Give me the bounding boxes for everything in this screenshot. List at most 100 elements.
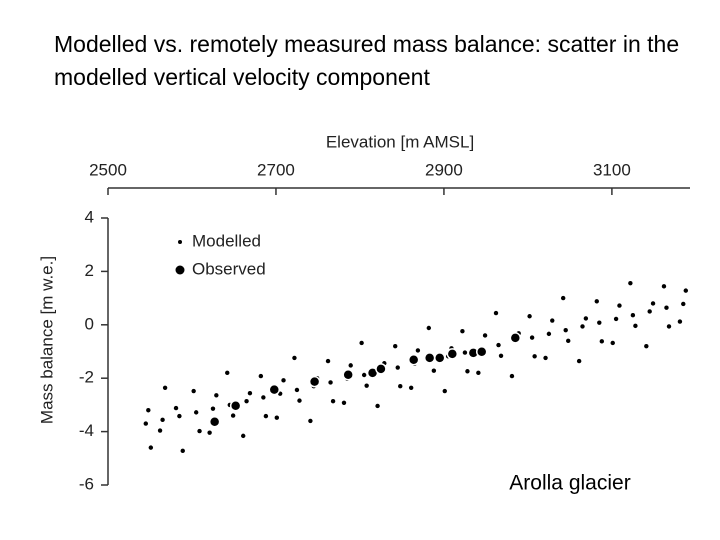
x-axis-title: Elevation [m AMSL] [326,132,474,151]
modelled-point [482,333,488,338]
modelled-point [330,398,336,404]
modelled-point [496,342,501,348]
modelled-point [263,413,269,419]
modelled-point [532,354,537,359]
modelled-point [644,343,649,349]
y-tick-label: 2 [85,261,94,280]
modelled-point [294,387,300,393]
modelled-point [546,331,552,337]
observed-point [509,332,522,344]
observed-point [229,399,242,412]
observed-point [446,348,459,360]
modelled-point [597,320,602,325]
modelled-point [408,385,414,391]
modelled-point [398,384,403,389]
x-tick-label: 2700 [257,160,295,179]
modelled-point [230,413,236,418]
modelled-point [375,403,380,409]
modelled-point [281,378,286,383]
modelled-point [664,305,669,310]
modelled-point [460,329,465,334]
modelled-point [328,380,333,385]
y-tick-label: -2 [79,368,94,387]
modelled-point [361,372,367,378]
modelled-point [527,314,532,319]
modelled-point [630,312,636,318]
legend-label: Observed [192,259,266,278]
modelled-point [563,327,568,333]
modelled-point [681,301,686,307]
observed-point [375,363,387,375]
modelled-point [617,303,622,308]
modelled-point [462,350,468,355]
modelled-point [162,385,168,391]
modelled-point [157,428,163,433]
modelled-point [177,413,182,419]
modelled-point [197,428,202,434]
modelled-point [210,406,216,411]
observed-point [407,354,420,366]
y-tick-label: 4 [85,207,94,226]
modelled-point [583,316,589,321]
modelled-point [180,448,185,454]
modelled-point [628,280,633,286]
modelled-point [173,405,179,411]
modelled-point [261,395,266,400]
observed-point [308,375,321,388]
modelled-point [308,418,313,424]
modelled-point [297,398,302,403]
modelled-point [498,353,504,358]
y-axis-title: Mass balance [m w.e.] [37,256,56,424]
modelled-point [677,319,683,324]
modelled-point [493,310,499,316]
modelled-point [560,295,566,301]
modelled-point [509,373,515,379]
annotation: Arolla glacier [509,472,630,495]
modelled-point [613,316,619,322]
modelled-point [395,365,400,370]
modelled-point [566,338,571,344]
modelled-point [610,340,615,346]
modelled-point [241,433,246,439]
modelled-point [683,288,689,293]
modelled-point [244,398,249,404]
x-tick-label: 3100 [593,160,631,179]
modelled-point [550,318,555,323]
modelled-point [633,323,638,329]
y-tick-label: -6 [79,474,94,493]
slide-title: Modelled vs. remotely measured mass bala… [54,31,680,90]
legend-marker [178,240,182,244]
modelled-point [594,299,599,304]
modelled-point [431,368,437,373]
modelled-point [393,343,398,349]
y-tick-label: -4 [79,421,94,440]
modelled-point [207,430,212,435]
modelled-point [160,417,165,423]
modelled-point [364,383,369,388]
modelled-point [191,388,196,394]
modelled-point [415,348,421,353]
modelled-point [426,325,432,331]
x-tick-label: 2500 [89,160,127,179]
modelled-point [650,301,656,306]
modelled-point [543,355,548,361]
modelled-point [666,324,672,329]
modelled-point [225,370,230,376]
modelled-point [348,363,353,368]
observed-point [423,352,436,364]
modelled-point [193,410,199,415]
modelled-point [465,369,470,374]
modelled-point [341,400,347,405]
modelled-point [325,358,331,364]
modelled-point [359,340,364,346]
observed-point [208,415,221,428]
modelled-point [576,358,582,364]
legend-label: Modelled [192,231,261,250]
modelled-point [258,373,264,379]
legend-marker [175,265,185,275]
observed-point [433,352,446,364]
modelled-point [143,421,148,426]
modelled-point [599,339,605,344]
